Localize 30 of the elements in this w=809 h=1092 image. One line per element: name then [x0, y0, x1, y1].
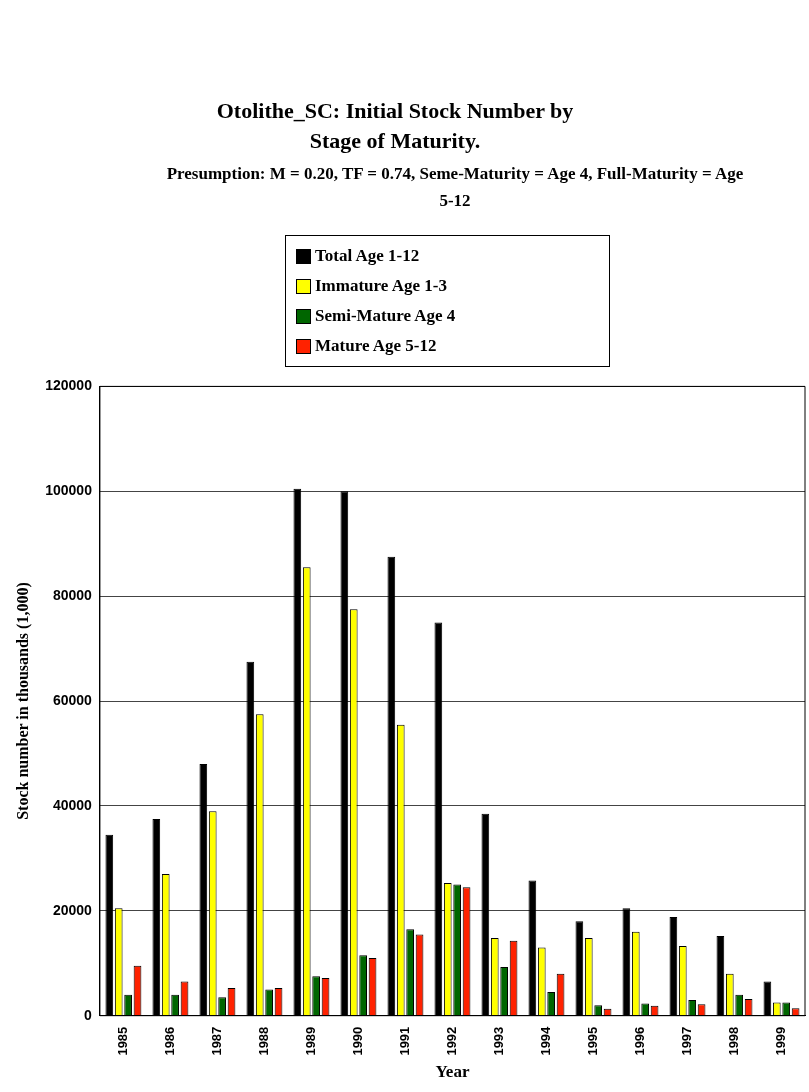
- x-tick-label: 1989: [303, 1026, 319, 1056]
- x-tick-label: 1988: [256, 1026, 272, 1056]
- x-tick-label: 1996: [632, 1026, 648, 1056]
- y-tick-label: 80000: [52, 587, 93, 604]
- legend-label: Semi-Mature Age 4: [315, 306, 456, 326]
- chart-title: Otolithe_SC: Initial Stock Number by Stage of Maturity.: [215, 97, 575, 155]
- x-tick-label: 1993: [491, 1026, 507, 1056]
- y-tick-label: 40000: [52, 796, 93, 813]
- legend-label: Mature Age 5-12: [315, 336, 437, 356]
- y-tick-label: 20000: [52, 901, 93, 918]
- x-tick-label: 1985: [115, 1026, 130, 1056]
- y-axis-title: Stock number in thousands (1,000): [13, 582, 32, 820]
- x-tick-label: 1991: [397, 1026, 413, 1056]
- x-tick-label: 1992: [444, 1026, 460, 1056]
- x-tick-label: 1995: [585, 1026, 601, 1056]
- chart-subtitle: Presumption: M = 0.20, TF = 0.74, Seme-Maturity = Age 4, Full-Maturity = Age 5-12: [165, 163, 745, 212]
- x-tick-label: 1986: [162, 1026, 177, 1056]
- y-tick-label: 60000: [52, 691, 93, 708]
- x-tick-label: 1999: [773, 1026, 789, 1056]
- x-axis-title: Year: [435, 1062, 470, 1082]
- x-tick-label: 1990: [350, 1026, 366, 1056]
- legend-label: Total Age 1-12: [315, 246, 420, 266]
- x-tick-label: 1994: [538, 1025, 554, 1056]
- y-tick-label: 100000: [45, 482, 93, 499]
- x-tick-label: 1998: [726, 1026, 742, 1056]
- x-tick-label: 1987: [209, 1026, 225, 1056]
- legend-label: Immature Age 1-3: [315, 276, 447, 296]
- y-tick-label: 120000: [45, 377, 93, 394]
- y-tick-label: 0: [84, 1006, 93, 1023]
- x-tick-label: 1997: [679, 1026, 695, 1056]
